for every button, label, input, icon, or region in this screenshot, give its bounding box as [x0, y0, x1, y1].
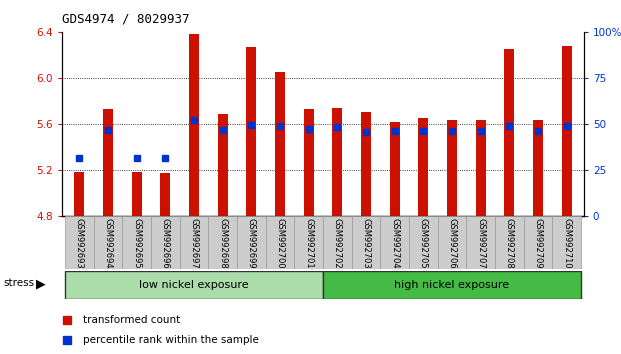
Text: stress: stress [3, 278, 34, 288]
Bar [189, 34, 199, 216]
Text: GSM992702: GSM992702 [333, 217, 342, 268]
Bar [65, 271, 323, 299]
Text: GDS4974 / 8029937: GDS4974 / 8029937 [62, 12, 189, 25]
Bar [266, 216, 294, 269]
Bar [533, 120, 543, 216]
Bar [160, 173, 170, 216]
Text: high nickel exposure: high nickel exposure [394, 280, 509, 290]
Bar [552, 216, 581, 269]
Bar [94, 216, 122, 269]
Text: GSM992703: GSM992703 [361, 217, 370, 268]
Bar [323, 216, 351, 269]
Bar [476, 120, 486, 216]
Text: low nickel exposure: low nickel exposure [139, 280, 249, 290]
Bar [217, 114, 228, 216]
Text: GSM992701: GSM992701 [304, 217, 313, 268]
Bar [294, 216, 323, 269]
Text: GSM992706: GSM992706 [447, 217, 456, 268]
Bar [389, 121, 399, 216]
Text: GSM992709: GSM992709 [533, 217, 542, 268]
Bar [524, 216, 552, 269]
Text: GSM992693: GSM992693 [75, 217, 84, 268]
Text: GSM992695: GSM992695 [132, 217, 141, 268]
Bar [380, 216, 409, 269]
Text: GSM992698: GSM992698 [218, 217, 227, 268]
Bar [561, 46, 571, 216]
Bar [361, 112, 371, 216]
Bar [75, 172, 84, 216]
Text: transformed count: transformed count [83, 315, 180, 325]
Bar [237, 216, 266, 269]
Bar [418, 118, 428, 216]
Bar [103, 109, 113, 216]
Bar [438, 216, 466, 269]
Text: GSM992696: GSM992696 [161, 217, 170, 268]
Bar [323, 271, 581, 299]
Bar [351, 216, 380, 269]
Text: percentile rank within the sample: percentile rank within the sample [83, 335, 259, 345]
Bar [208, 216, 237, 269]
Text: GSM992710: GSM992710 [562, 217, 571, 268]
Bar [132, 172, 142, 216]
Text: GSM992704: GSM992704 [390, 217, 399, 268]
Bar [495, 216, 524, 269]
Text: GSM992699: GSM992699 [247, 217, 256, 268]
Text: GSM992697: GSM992697 [189, 217, 199, 268]
Bar [466, 216, 495, 269]
Text: GSM992700: GSM992700 [276, 217, 284, 268]
Bar [65, 216, 94, 269]
Bar [151, 216, 179, 269]
Text: ▶: ▶ [36, 278, 45, 290]
Text: GSM992705: GSM992705 [419, 217, 428, 268]
Bar [504, 49, 514, 216]
Bar [304, 109, 314, 216]
Text: GSM992694: GSM992694 [104, 217, 112, 268]
Bar [247, 47, 256, 216]
Bar [179, 216, 208, 269]
Text: GSM992708: GSM992708 [505, 217, 514, 268]
Text: GSM992707: GSM992707 [476, 217, 485, 268]
Bar [447, 120, 457, 216]
Bar [409, 216, 438, 269]
Bar [332, 108, 342, 216]
Bar [275, 72, 285, 216]
Bar [122, 216, 151, 269]
